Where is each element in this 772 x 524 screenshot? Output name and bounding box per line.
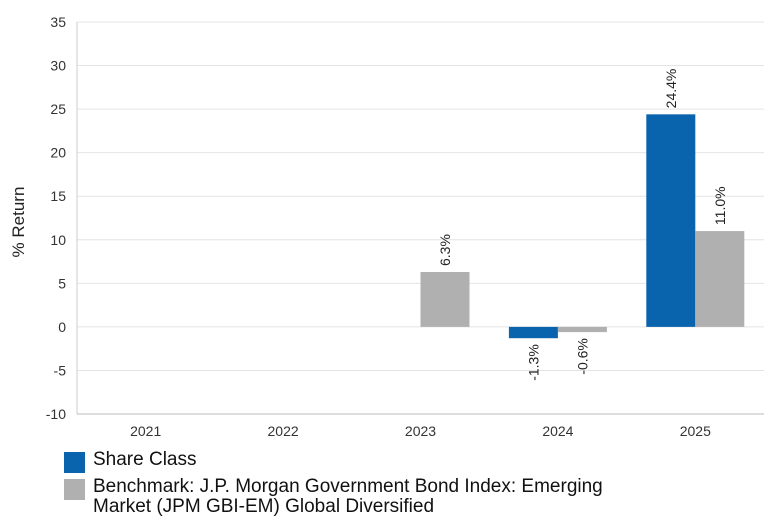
data-label: 11.0% xyxy=(712,186,728,225)
data-labels: -1.3% 24.4% 6.3% -0.6% 11.0% xyxy=(437,69,728,381)
y-axis-label: % Return xyxy=(9,187,28,258)
legend-swatch-share-class xyxy=(64,452,85,473)
bar-benchmark-2025 xyxy=(695,231,745,327)
x-tick-label: 2021 xyxy=(130,423,161,439)
bars xyxy=(420,114,745,339)
grid-lines xyxy=(76,21,764,415)
data-label: 6.3% xyxy=(437,234,453,266)
x-tick-label: 2024 xyxy=(542,423,573,439)
y-tick-label: 5 xyxy=(58,275,66,291)
bar-benchmark-2024 xyxy=(557,326,607,333)
bar-share-class-2024 xyxy=(508,326,558,339)
x-tick-label: 2023 xyxy=(405,423,436,439)
y-tick-label: -10 xyxy=(46,406,66,422)
y-tick-label: -5 xyxy=(54,362,67,378)
y-tick-label: 25 xyxy=(50,101,66,117)
legend-item-share-class: Share Class xyxy=(64,450,764,473)
data-label: -0.6% xyxy=(574,338,590,375)
legend-label-share-class: Share Class xyxy=(93,450,197,470)
bar-benchmark-2023 xyxy=(420,272,470,327)
y-axis-ticks: -10 -5 0 5 10 15 20 25 30 35 xyxy=(46,14,66,422)
y-tick-label: 35 xyxy=(50,14,66,30)
data-label: -1.3% xyxy=(525,344,541,381)
legend-label-benchmark: Benchmark: J.P. Morgan Government Bond I… xyxy=(93,476,603,517)
legend-swatch-benchmark xyxy=(64,479,85,500)
bar-share-class-2025 xyxy=(646,114,696,327)
y-tick-label: 0 xyxy=(58,319,66,335)
y-tick-label: 15 xyxy=(50,188,66,204)
x-tick-label: 2022 xyxy=(268,423,299,439)
legend: Share Class Benchmark: J.P. Morgan Gover… xyxy=(64,450,764,524)
x-axis-ticks: 2021 2022 2023 2024 2025 xyxy=(130,423,711,439)
data-label: 24.4% xyxy=(663,69,679,109)
y-tick-label: 20 xyxy=(50,145,66,161)
legend-item-benchmark: Benchmark: J.P. Morgan Government Bond I… xyxy=(64,477,764,517)
x-tick-label: 2025 xyxy=(680,423,711,439)
y-tick-label: 10 xyxy=(50,232,66,248)
y-tick-label: 30 xyxy=(50,58,66,74)
